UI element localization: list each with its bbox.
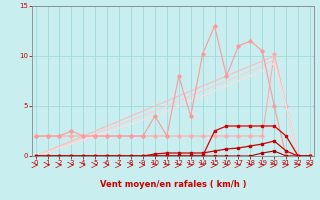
X-axis label: Vent moyen/en rafales ( km/h ): Vent moyen/en rafales ( km/h ) [100,180,246,189]
